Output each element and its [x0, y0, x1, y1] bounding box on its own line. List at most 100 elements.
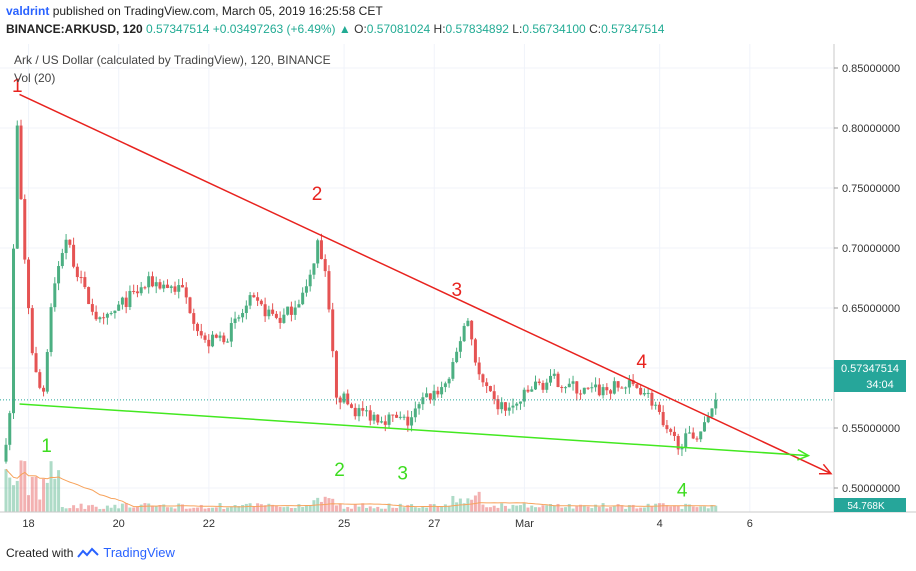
volume-bar: [222, 508, 226, 512]
volume-bar: [395, 507, 399, 512]
candle-body: [605, 387, 609, 391]
candle-body: [365, 410, 369, 412]
volume-bar: [500, 503, 504, 512]
volume-bar: [90, 504, 94, 512]
volume-bar: [571, 508, 575, 512]
candle-body: [458, 341, 462, 352]
volume-bar: [312, 500, 316, 512]
volume-bar: [12, 485, 16, 512]
candle-body: [481, 374, 485, 383]
candle-body: [702, 422, 706, 432]
candle-body: [248, 295, 252, 306]
candle-body: [398, 416, 402, 418]
author-link[interactable]: valdrint: [6, 4, 50, 18]
resistance-line: [19, 93, 832, 475]
volume-bar: [42, 478, 46, 512]
candle-body: [590, 387, 594, 389]
volume-bar: [710, 505, 714, 512]
candle-body: [158, 282, 162, 289]
volume-bar: [631, 504, 635, 512]
trend-lines[interactable]: [19, 93, 833, 475]
volume-bar: [271, 504, 275, 512]
candle-body: [45, 352, 49, 392]
volume-bar: [672, 505, 676, 512]
footer: Created with TradingView: [6, 545, 175, 560]
volume-bar: [139, 504, 143, 512]
volume-bar: [4, 469, 8, 512]
candle-body: [162, 284, 166, 289]
candle-body: [552, 373, 556, 376]
time-axis[interactable]: 18 20 22 25 27 Mar 4 6: [22, 518, 752, 530]
tradingview-brand[interactable]: TradingView: [103, 545, 175, 560]
candle-body: [8, 413, 12, 445]
volume-bar: [19, 460, 23, 512]
volume-label: Vol (20): [14, 71, 55, 85]
candle-body: [436, 390, 440, 395]
candle-body: [53, 283, 57, 308]
volume-bar: [714, 505, 718, 512]
candle-body: [222, 335, 226, 343]
volume-bar: [669, 506, 673, 512]
candle-body: [75, 266, 79, 278]
volume-bar: [413, 507, 417, 512]
candle-body: [672, 431, 676, 437]
candle-body: [537, 381, 541, 384]
candle-body: [312, 263, 316, 275]
candle-body: [616, 381, 620, 388]
volume-bar: [541, 505, 545, 512]
candle-body: [665, 425, 669, 430]
candle-body: [244, 305, 248, 314]
volume-ma-line: [5, 468, 716, 508]
volume-bar: [503, 505, 507, 512]
candle-body: [184, 287, 188, 298]
volume-bar: [274, 505, 278, 512]
candle-body: [530, 389, 534, 392]
price-axis[interactable]: 0.85000000 0.80000000 0.75000000 0.70000000…: [834, 63, 900, 495]
candle-body: [135, 291, 139, 294]
candle-body: [282, 314, 286, 323]
candle-body: [173, 286, 177, 292]
volume-bar: [72, 505, 76, 512]
volume-bar: [79, 503, 83, 512]
candle-body: [395, 414, 399, 418]
support-line: [19, 403, 809, 457]
volume-bar: [165, 507, 169, 512]
volume-bar: [537, 507, 541, 512]
candle-body: [545, 382, 549, 390]
volume-bar: [327, 498, 331, 512]
volume-bar: [564, 507, 568, 512]
volume-bar: [372, 508, 376, 512]
volume-bar: [64, 508, 68, 512]
volume-bar: [575, 506, 579, 512]
candle-body: [477, 362, 481, 375]
candle-body: [440, 387, 444, 395]
volume-bar: [402, 507, 406, 512]
candle-body: [639, 387, 643, 395]
close-value: 0.57347514: [601, 22, 665, 36]
candle-body: [19, 125, 23, 200]
candle-body: [30, 308, 34, 354]
tradingview-logo-icon: [77, 547, 100, 558]
candle-body: [342, 393, 346, 403]
candle-body: [203, 335, 207, 340]
candle-body: [237, 317, 241, 319]
open-label: O:: [354, 22, 367, 36]
volume-bar: [135, 506, 139, 512]
candle-body: [87, 287, 91, 305]
candle-body: [706, 416, 710, 423]
y-tick-label: 0.65000000: [842, 303, 900, 315]
wave-label-green: 4: [677, 480, 688, 501]
volume-bar: [308, 505, 312, 512]
volume-bar: [188, 508, 192, 512]
candle-body: [94, 311, 98, 320]
candle-body: [113, 310, 117, 314]
volume-bar: [515, 505, 519, 512]
volume-bar: [533, 507, 537, 512]
candle-body: [334, 351, 338, 398]
x-tick-label: 18: [22, 518, 34, 530]
candle-body: [90, 304, 94, 312]
candle-body: [549, 375, 553, 383]
candle-body: [105, 313, 109, 318]
volume-bar: [199, 504, 203, 512]
